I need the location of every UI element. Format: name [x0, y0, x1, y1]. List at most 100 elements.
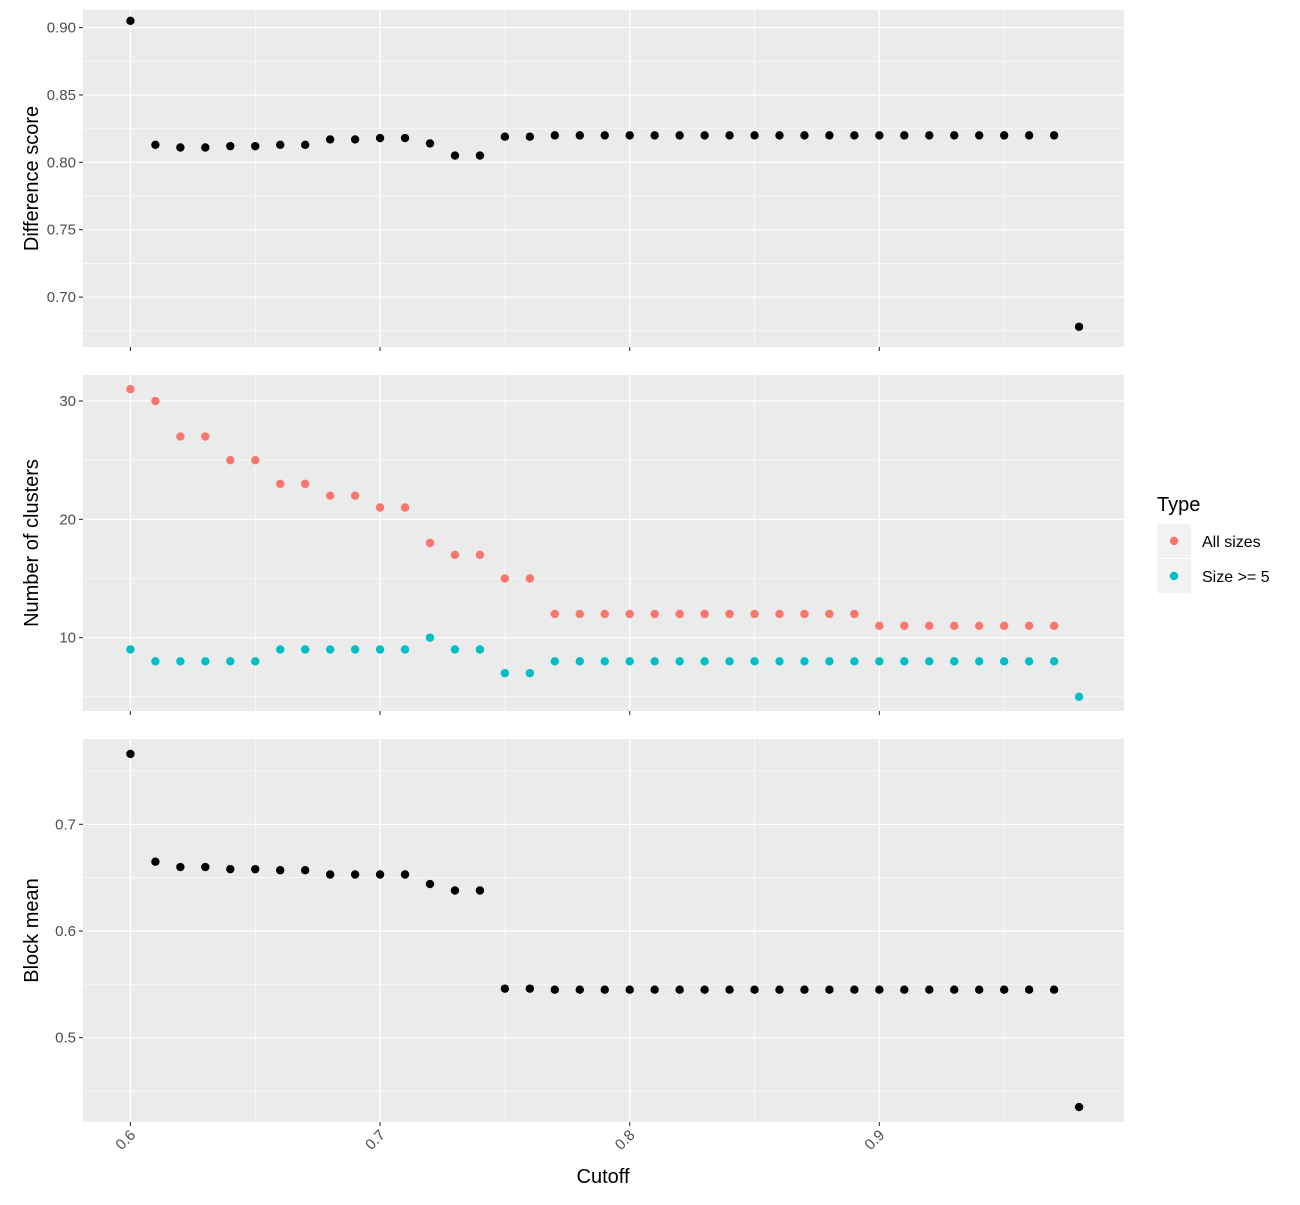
data-point: [925, 621, 934, 631]
legend-key: [1169, 536, 1179, 546]
legend-title: Type: [1157, 494, 1200, 516]
data-point: [475, 886, 485, 895]
data-point: [201, 143, 210, 152]
data-point: [575, 609, 584, 619]
panel-1: 0.70 0.75 0.80 0.85 0.90 Difference score: [21, 10, 1124, 351]
data-point: [251, 657, 260, 666]
data-point: [1074, 692, 1084, 702]
data-point: [350, 135, 360, 144]
data-point: [375, 645, 385, 654]
data-point: [226, 657, 235, 666]
data-point: [999, 985, 1009, 994]
data-point: [151, 396, 160, 406]
data-point: [1024, 657, 1034, 666]
data-point: [500, 984, 510, 993]
data-point: [1024, 985, 1034, 994]
data-point: [550, 657, 560, 666]
data-point: [226, 141, 235, 151]
data-point: [375, 133, 385, 143]
y-tick-label: 0.70: [47, 289, 76, 306]
data-point: [900, 985, 909, 994]
data-point: [400, 133, 410, 143]
data-point: [151, 857, 160, 866]
data-point: [725, 985, 734, 994]
y-tick-label: 0.90: [47, 20, 76, 37]
data-point: [500, 574, 510, 583]
data-point: [1049, 657, 1059, 666]
data-point: [475, 151, 485, 160]
data-point: [950, 657, 959, 666]
data-point: [975, 657, 984, 666]
data-point: [325, 645, 335, 654]
data-point: [675, 131, 684, 140]
data-point: [950, 131, 959, 140]
data-point: [375, 870, 385, 879]
data-point: [126, 749, 135, 759]
data-point: [800, 985, 809, 994]
data-point: [775, 131, 784, 140]
data-point: [400, 870, 410, 879]
data-point: [1074, 1102, 1084, 1112]
data-point: [300, 140, 310, 149]
data-point: [650, 657, 659, 666]
data-point: [500, 668, 510, 678]
data-point: [850, 131, 859, 140]
data-point: [176, 432, 185, 441]
data-point: [276, 140, 285, 149]
data-point: [575, 657, 584, 666]
data-point: [625, 985, 634, 994]
data-point: [575, 131, 584, 140]
x-tick-label: 0.8: [612, 1127, 639, 1154]
data-point: [1049, 131, 1059, 140]
data-point: [875, 131, 884, 140]
data-point: [525, 668, 535, 678]
data-point: [700, 609, 709, 619]
data-point: [675, 985, 684, 994]
y-tick-label: 20: [59, 511, 76, 528]
data-point: [775, 657, 784, 666]
data-point: [226, 864, 235, 874]
data-point: [126, 645, 135, 654]
data-point: [126, 384, 135, 394]
data-point: [875, 985, 884, 994]
data-point: [925, 657, 934, 666]
data-point: [825, 657, 834, 666]
y-tick-label: 30: [59, 393, 76, 410]
data-point: [251, 141, 260, 151]
data-point: [1024, 621, 1034, 631]
data-point: [800, 609, 809, 619]
y-axis-title: Difference score: [21, 106, 43, 251]
data-point: [300, 866, 310, 875]
data-point: [650, 131, 659, 140]
data-point: [700, 131, 709, 140]
data-point: [300, 479, 310, 489]
data-point: [450, 550, 460, 560]
data-point: [400, 503, 410, 512]
data-point: [500, 132, 510, 141]
data-point: [1049, 985, 1059, 994]
y-tick-label: 0.80: [47, 154, 76, 171]
data-point: [126, 16, 135, 25]
data-point: [350, 870, 360, 879]
data-point: [425, 879, 435, 889]
data-point: [276, 645, 285, 654]
data-point: [999, 131, 1009, 140]
y-tick-label: 10: [59, 630, 76, 647]
data-point: [650, 985, 659, 994]
data-point: [700, 985, 709, 994]
x-tick-label: 0.7: [362, 1127, 389, 1154]
data-point: [775, 609, 784, 619]
x-tick-label: 0.6: [112, 1127, 139, 1154]
data-point: [325, 491, 335, 500]
data-point: [300, 645, 310, 654]
data-point: [1074, 322, 1084, 331]
data-point: [475, 550, 485, 560]
data-point: [900, 621, 909, 631]
y-tick-label: 0.7: [55, 816, 76, 833]
data-point: [750, 609, 759, 619]
x-axis-title: Cutoff: [577, 1166, 630, 1188]
data-point: [975, 985, 984, 994]
data-point: [850, 985, 859, 994]
data-point: [1049, 621, 1059, 631]
data-point: [425, 633, 435, 642]
